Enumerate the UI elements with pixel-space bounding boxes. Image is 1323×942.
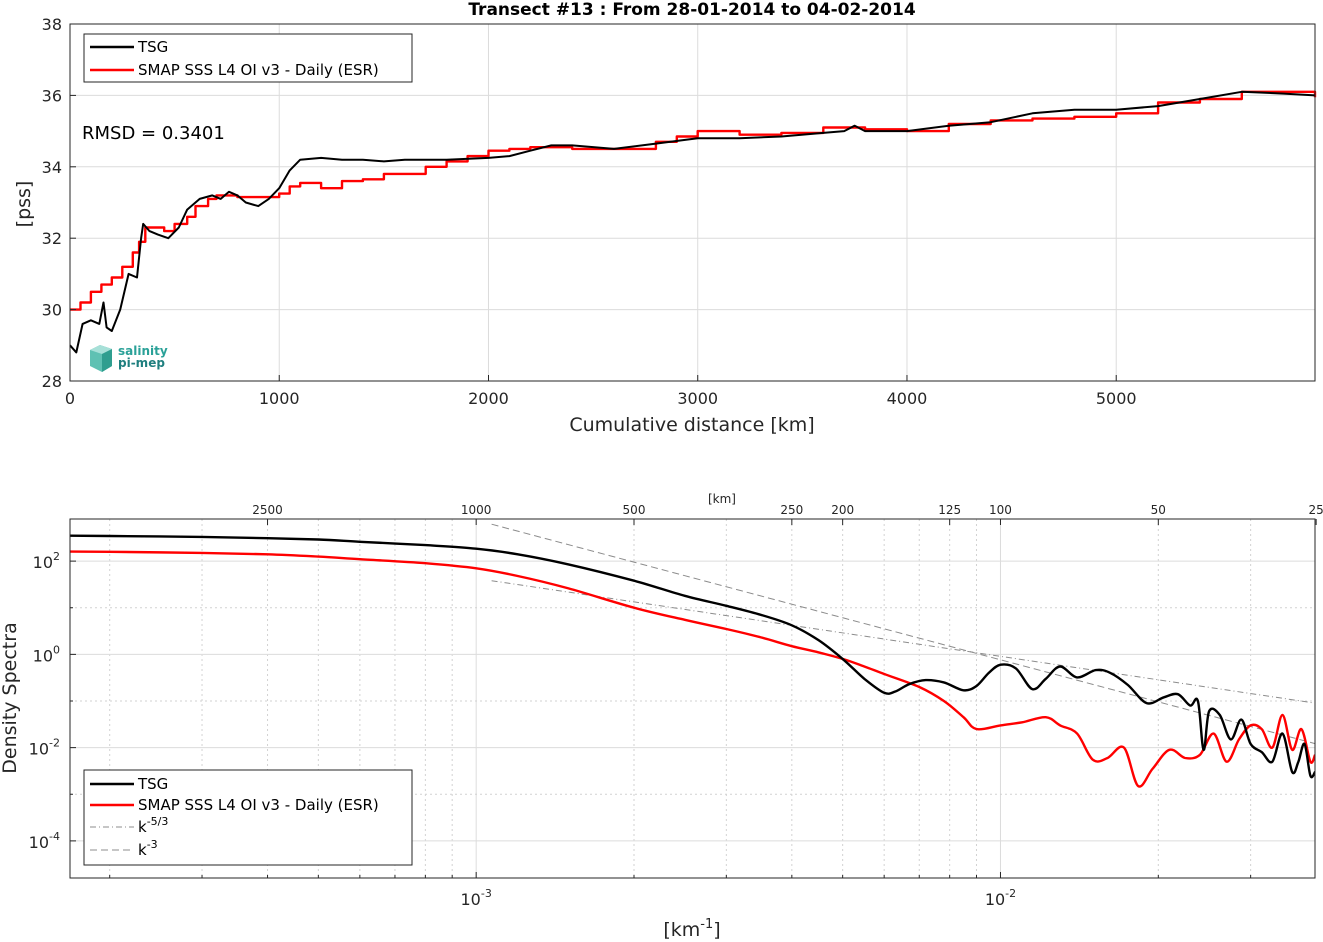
logo-text-pimep: pi-mep xyxy=(118,356,165,370)
reference-k-3-line xyxy=(491,523,1315,745)
top-km-ticks: 2500 1000 500 250 200 125 100 50 25 xyxy=(252,503,1323,525)
y-tick-label: 102 xyxy=(33,550,60,572)
x-axis-label-exp: -1 xyxy=(700,917,713,932)
logo-text-salinity: salinity xyxy=(118,344,168,358)
plot-background xyxy=(70,24,1315,381)
x-tick-label: 2000 xyxy=(468,389,509,408)
legend-box xyxy=(83,769,413,866)
reference-k-5-3-line xyxy=(491,580,1315,704)
x-tick-label: 5000 xyxy=(1096,389,1137,408)
top-tick-label: 200 xyxy=(831,503,854,517)
x-tick-label: 3000 xyxy=(677,389,718,408)
top-tick-label: 25 xyxy=(1309,503,1323,517)
top-axis-label: [km] xyxy=(708,492,736,506)
rmsd-annotation: RMSD = 0.3401 xyxy=(82,123,225,144)
x-ticks: 0 1000 2000 3000 4000 5000 xyxy=(65,375,1137,408)
series-lines xyxy=(69,90,1317,354)
legend-label-smap: SMAP SSS L4 OI v3 - Daily (ESR) xyxy=(138,61,379,79)
legend-label-tsg: TSG xyxy=(137,775,168,793)
top-tick-label: 500 xyxy=(623,503,646,517)
x-tick-label: 10-3 xyxy=(461,887,492,909)
series-tsg-line xyxy=(69,90,1316,354)
y-tick-label: 38 xyxy=(42,15,62,34)
y-axis-label: Density Spectra xyxy=(0,622,21,773)
x-axis-label: Cumulative distance [km] xyxy=(569,414,814,436)
legend-label-smap: SMAP SSS L4 OI v3 - Daily (ESR) xyxy=(138,796,379,814)
legend-k3-base: k xyxy=(138,841,147,859)
legend: TSG SMAP SSS L4 OI v3 - Daily (ESR) xyxy=(83,33,413,83)
y-tick-label: 28 xyxy=(42,372,62,391)
plot-frame xyxy=(69,518,1316,879)
legend-box xyxy=(83,33,413,83)
top-tick-label: 2500 xyxy=(252,503,283,517)
grid xyxy=(70,24,1315,381)
y-tick-label: 32 xyxy=(42,229,62,248)
x-tick-label: 10-2 xyxy=(985,887,1016,909)
y-tick-label: 30 xyxy=(42,301,62,320)
x-tick-label: 1000 xyxy=(259,389,300,408)
y-tick-label: 100 xyxy=(33,643,60,665)
y-tick-label: 34 xyxy=(42,158,62,177)
top-tick-label: 1000 xyxy=(461,503,492,517)
density-spectra-chart: 10-3 10-2 102 100 10-2 10-4 2500 1000 500 250 20… xyxy=(0,492,1323,941)
x-axis-label-close: ] xyxy=(713,919,720,941)
x-axis-label: [km-1] xyxy=(663,917,720,941)
legend-k53-exp: -5/3 xyxy=(147,815,169,828)
top-tick-label: 250 xyxy=(780,503,803,517)
legend-k3-exp: -3 xyxy=(147,838,158,851)
x-tick-label: 4000 xyxy=(887,389,928,408)
y-tick-label: 10-2 xyxy=(29,737,60,759)
top-tick-label: 50 xyxy=(1151,503,1166,517)
y-axis-label: [pss] xyxy=(13,181,35,228)
series-tsg-spectrum xyxy=(70,534,1315,779)
y-tick-label: 10-4 xyxy=(29,830,60,852)
y-ticks: 28 30 32 34 36 38 xyxy=(42,15,76,391)
chart-title: Transect #13 : From 28-01-2014 to 04-02-… xyxy=(468,0,916,20)
legend-k53-base: k xyxy=(138,818,147,836)
legend-label-k53: k-5/3 xyxy=(138,815,168,836)
salinity-pi-mep-logo: salinity pi-mep xyxy=(90,344,168,372)
legend-label-k3: k-3 xyxy=(138,838,158,859)
x-tick-label: 0 xyxy=(65,389,75,408)
top-tick-label: 100 xyxy=(989,503,1012,517)
legend: TSG SMAP SSS L4 OI v3 - Daily (ESR) k-5/… xyxy=(83,769,413,866)
legend-label-tsg: TSG xyxy=(137,38,168,56)
series-smap-spectrum xyxy=(70,550,1315,788)
logo-cube-icon xyxy=(90,345,112,372)
series-lines xyxy=(70,523,1315,788)
plot-frame xyxy=(69,23,1316,382)
y-tick-label: 36 xyxy=(42,86,62,105)
x-ticks: 10-3 10-2 xyxy=(109,872,1252,909)
x-axis-label-text: [km xyxy=(663,919,700,941)
top-tick-label: 125 xyxy=(938,503,961,517)
y-ticks: 102 100 10-2 10-4 xyxy=(29,550,76,852)
salinity-transect-chart: 0 1000 2000 3000 4000 5000 28 30 32 34 36 38 Trans… xyxy=(13,0,1317,436)
